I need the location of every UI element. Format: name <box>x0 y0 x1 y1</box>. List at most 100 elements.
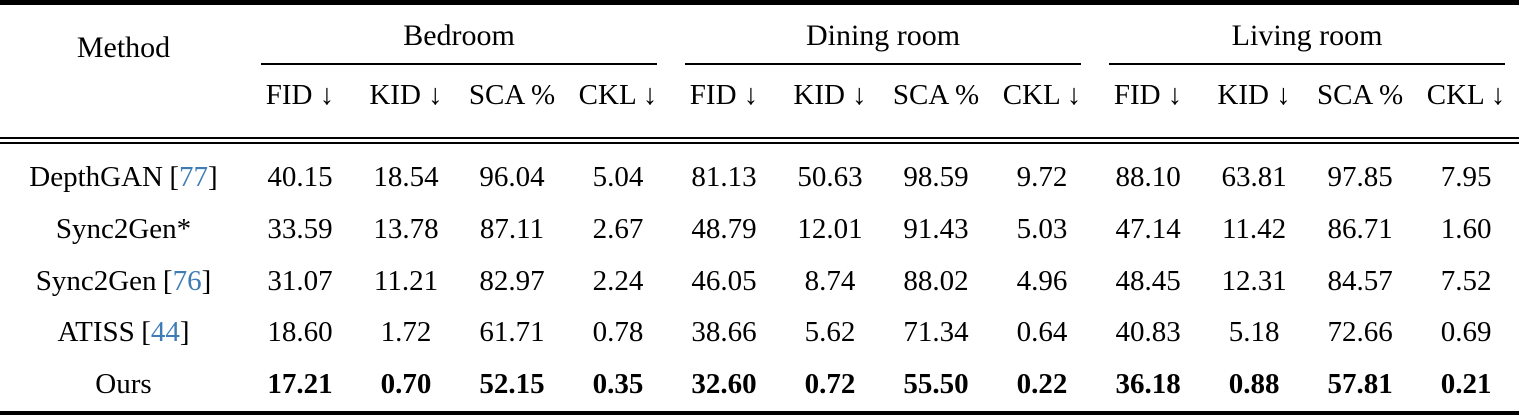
metric-header-kid: KID ↓ <box>369 79 443 112</box>
group-header-dining-room: Dining room <box>671 3 1095 66</box>
value-cell: 0.35 <box>592 368 644 401</box>
value-cell: 12.01 <box>797 213 863 246</box>
method-name: DepthGAN <box>29 161 163 194</box>
value-cell: 33.59 <box>267 213 333 246</box>
value-cell: 61.71 <box>479 316 545 349</box>
value-cell: 18.60 <box>267 316 333 349</box>
metric-header-kid: KID ↓ <box>1217 79 1291 112</box>
value-cell: 81.13 <box>691 161 757 194</box>
value-cell: 88.10 <box>1115 161 1181 194</box>
value-cell: 57.81 <box>1327 368 1393 401</box>
method-name: Sync2Gen <box>35 264 157 297</box>
value-cell: 40.15 <box>267 161 333 194</box>
value-cell: 50.63 <box>797 161 863 194</box>
value-cell: 98.59 <box>903 161 969 194</box>
value-cell: 1.60 <box>1440 213 1492 246</box>
method-cell: Sync2Gen [76] <box>0 256 247 308</box>
value-cell: 7.52 <box>1440 264 1492 297</box>
value-cell: 84.57 <box>1327 264 1393 297</box>
value-cell: 47.14 <box>1115 213 1181 246</box>
value-cell: 5.62 <box>804 316 856 349</box>
citation-link[interactable]: 77 <box>179 161 209 194</box>
metric-header-sca: SCA % <box>468 79 556 112</box>
value-cell: 72.66 <box>1327 316 1393 349</box>
citation: [77] <box>169 161 217 193</box>
group-header-bedroom: Bedroom <box>247 3 671 66</box>
table-row-depthgan: DepthGAN [77] 40.15 18.54 96.04 5.04 81.1… <box>0 143 1519 204</box>
citation-link[interactable]: 44 <box>150 316 180 349</box>
method-cell: DepthGAN [77] <box>0 143 247 204</box>
value-cell: 7.95 <box>1440 161 1492 194</box>
value-cell: 31.07 <box>267 264 333 297</box>
value-cell: 0.88 <box>1228 368 1280 401</box>
value-cell: 1.72 <box>380 316 432 349</box>
value-cell: 86.71 <box>1327 213 1393 246</box>
value-cell: 40.83 <box>1115 316 1181 349</box>
method-cell: ATISS [44] <box>0 308 247 360</box>
metric-header-row: FID ↓ KID ↓ SCA % CKL ↓ FID ↓ KID ↓ SCA … <box>0 65 1519 138</box>
value-cell: 97.85 <box>1327 161 1393 194</box>
method-cell: Ours <box>0 359 247 413</box>
group-header-living-room: Living room <box>1095 3 1519 66</box>
value-cell: 91.43 <box>903 213 969 246</box>
method-name: Ours <box>95 368 152 401</box>
citation: [44] <box>141 316 189 348</box>
table-row-sync2gen-star: Sync2Gen* 33.59 13.78 87.11 2.67 48.79 1… <box>0 204 1519 256</box>
value-cell: 38.66 <box>691 316 757 349</box>
bracket-close: ] <box>179 316 190 349</box>
metric-header-ckl: CKL ↓ <box>1002 79 1082 112</box>
value-cell: 63.81 <box>1221 161 1287 194</box>
value-cell: 32.60 <box>691 368 757 401</box>
metric-header-sca: SCA % <box>892 79 980 112</box>
table-row-atiss: ATISS [44] 18.60 1.72 61.71 0.78 38.66 5.… <box>0 308 1519 360</box>
value-cell: 5.03 <box>1016 213 1068 246</box>
value-cell: 82.97 <box>479 264 545 297</box>
value-cell: 71.34 <box>903 316 969 349</box>
metric-header-kid: KID ↓ <box>793 79 867 112</box>
value-cell: 96.04 <box>479 161 545 194</box>
value-cell: 0.70 <box>380 368 432 401</box>
col-header-method: Method <box>76 31 171 64</box>
metric-header-fid: FID ↓ <box>1113 79 1183 112</box>
value-cell: 48.79 <box>691 213 757 246</box>
metric-header-fid: FID ↓ <box>265 79 335 112</box>
metric-header-fid: FID ↓ <box>689 79 759 112</box>
value-cell: 11.21 <box>373 264 439 297</box>
value-cell: 13.78 <box>373 213 439 246</box>
bracket-open: [ <box>141 316 151 349</box>
value-cell: 18.54 <box>373 161 439 194</box>
bracket-close: ] <box>201 264 212 297</box>
metric-header-ckl: CKL ↓ <box>578 79 658 112</box>
value-cell: 0.21 <box>1440 368 1492 401</box>
value-cell: 9.72 <box>1016 161 1068 194</box>
value-cell: 0.69 <box>1440 316 1492 349</box>
bracket-open: [ <box>169 161 180 194</box>
value-cell: 0.72 <box>804 368 856 401</box>
value-cell: 12.31 <box>1221 264 1287 297</box>
value-cell: 55.50 <box>903 368 969 401</box>
metric-header-ckl: CKL ↓ <box>1426 79 1506 112</box>
citation-link[interactable]: 76 <box>172 264 202 297</box>
value-cell: 0.78 <box>592 316 644 349</box>
citation: [76] <box>163 265 211 297</box>
value-cell: 5.18 <box>1228 316 1280 349</box>
value-cell: 8.74 <box>804 264 856 297</box>
value-cell: 0.64 <box>1016 316 1068 349</box>
value-cell: 2.24 <box>592 264 644 297</box>
method-cell: Sync2Gen* <box>0 204 247 256</box>
header-body-divider <box>0 137 1519 144</box>
bracket-close: ] <box>208 161 218 194</box>
table-row-sync2gen: Sync2Gen [76] 31.07 11.21 82.97 2.24 46.0… <box>0 256 1519 308</box>
value-cell: 36.18 <box>1115 368 1181 401</box>
value-cell: 4.96 <box>1016 264 1068 297</box>
metric-header-sca: SCA % <box>1316 79 1404 112</box>
value-cell: 11.42 <box>1221 213 1287 246</box>
table-row-ours: Ours 17.21 0.70 52.15 0.35 32.60 0.72 55… <box>0 359 1519 413</box>
value-cell: 46.05 <box>691 264 757 297</box>
value-cell: 48.45 <box>1115 264 1181 297</box>
value-cell: 2.67 <box>592 213 644 246</box>
value-cell: 87.11 <box>479 213 545 246</box>
value-cell: 17.21 <box>267 368 333 401</box>
